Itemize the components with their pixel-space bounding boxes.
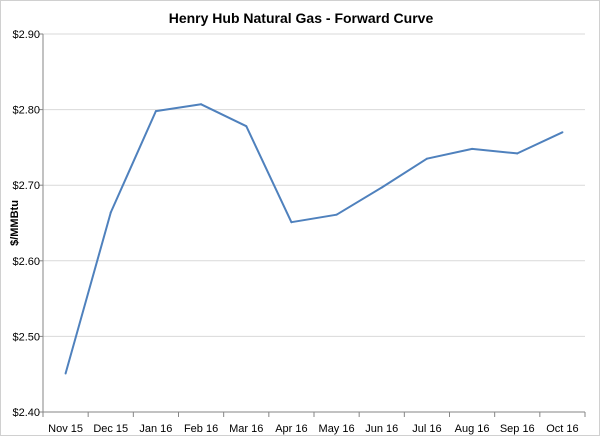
data-point <box>471 147 474 150</box>
x-tick-label: Mar 16 <box>229 423 263 435</box>
axes <box>42 34 585 413</box>
data-point <box>290 221 293 224</box>
data-point <box>516 152 519 155</box>
y-tick-label: $2.80 <box>12 105 40 117</box>
y-tick-label: $2.70 <box>12 180 40 192</box>
data-point <box>425 157 428 160</box>
x-tick-label: Nov 15 <box>48 423 83 435</box>
y-tick-label: $2.60 <box>12 256 40 268</box>
x-tick-label: May 16 <box>319 423 355 435</box>
y-tick-label: $2.50 <box>12 331 40 343</box>
x-tick-label: Feb 16 <box>184 423 218 435</box>
x-tick-label: Aug 16 <box>455 423 490 435</box>
data-point <box>64 372 67 375</box>
data-point <box>245 125 248 128</box>
data-point <box>561 131 564 134</box>
y-tick-label: $2.90 <box>12 29 40 41</box>
series-line <box>64 103 563 374</box>
gridlines <box>43 33 585 337</box>
x-tick-label: Apr 16 <box>275 423 307 435</box>
x-tick-label: Jan 16 <box>139 423 172 435</box>
x-tick-label: Dec 15 <box>93 423 128 435</box>
data-point <box>200 103 203 106</box>
x-tick-label: Jun 16 <box>365 423 398 435</box>
data-point <box>109 211 112 214</box>
x-tick-label: Sep 16 <box>500 423 535 435</box>
chart-title: Henry Hub Natural Gas - Forward Curve <box>169 10 434 26</box>
data-point <box>380 186 383 189</box>
y-tick-labels: $2.40 $2.50 $2.60 $2.70 $2.80 $2.90 <box>12 29 43 419</box>
data-point <box>154 110 157 113</box>
series-layer <box>64 103 564 375</box>
data-point <box>335 213 338 216</box>
x-tick-labels: Nov 15 Dec 15 Jan 16 Feb 16 Mar 16 Apr 16 May … <box>42 412 586 435</box>
y-tick-label: $2.40 <box>12 407 40 419</box>
x-tick-label: Oct 16 <box>546 423 578 435</box>
y-axis-label: $/MMBtu <box>9 200 21 246</box>
x-tick-label: Jul 16 <box>412 423 441 435</box>
